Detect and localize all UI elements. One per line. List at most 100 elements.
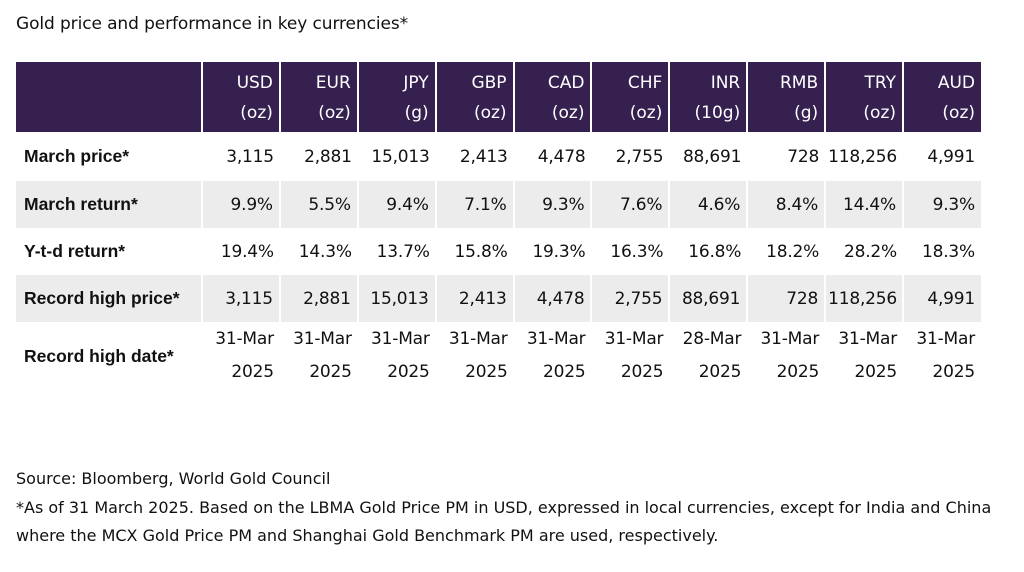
currency-unit: (oz) bbox=[318, 103, 351, 123]
currency-code: RMB bbox=[779, 73, 819, 93]
table-cell: 2,413 bbox=[435, 275, 515, 322]
table-cell: 14.4% bbox=[825, 181, 905, 228]
header-cell-aud: AUD (oz) bbox=[903, 62, 981, 132]
currency-code: JPY bbox=[403, 73, 429, 93]
table-cell: 15,013 bbox=[371, 146, 430, 167]
table-cell: 16.3% bbox=[610, 241, 664, 262]
table-row: Record high price* 3,115 2,881 15,013 2,413 4… bbox=[16, 275, 981, 322]
table-cell: 2,413 bbox=[459, 146, 508, 167]
table-cell: 9.9% bbox=[202, 181, 281, 228]
table-row: Record high date* 31-Mar 2025 31-Mar 2025 31-… bbox=[16, 322, 981, 390]
table-cell: 88,691 bbox=[669, 275, 749, 322]
table-cell: 118,256 bbox=[825, 275, 905, 322]
header-cell-chf: CHF (oz) bbox=[591, 62, 671, 132]
date-year: 2025 bbox=[620, 362, 664, 382]
table-cell: 2,881 bbox=[279, 275, 359, 322]
date-day-month: 31-Mar bbox=[448, 329, 508, 349]
date-day-month: 31-Mar bbox=[604, 329, 664, 349]
table-cell: 18.2% bbox=[766, 241, 820, 262]
currency-code: CAD bbox=[547, 73, 585, 93]
header-cell-eur: EUR (oz) bbox=[279, 62, 359, 132]
row-label: Record high price* bbox=[16, 275, 203, 322]
table-cell: 2,755 bbox=[591, 275, 671, 322]
date-day-month: 31-Mar bbox=[760, 329, 820, 349]
date-year: 2025 bbox=[387, 362, 430, 382]
table-row: Y-t-d return* 19.4% 14.3% 13.7% 15.8% 19.3% 16… bbox=[16, 228, 981, 275]
table-cell: 28.2% bbox=[844, 241, 898, 262]
date-year: 2025 bbox=[231, 362, 274, 382]
table-cell: 7.6% bbox=[591, 181, 671, 228]
currency-code: INR bbox=[710, 73, 741, 93]
table-cell: 13.7% bbox=[376, 241, 430, 262]
row-label: Record high date* bbox=[24, 345, 174, 366]
table-cell: 4,478 bbox=[537, 146, 586, 167]
currency-unit: (g) bbox=[404, 103, 429, 123]
header-cell-usd: USD (oz) bbox=[202, 62, 281, 132]
table-cell: 9.3% bbox=[903, 181, 981, 228]
currency-code: GBP bbox=[471, 73, 507, 93]
table-cell: 3,115 bbox=[202, 275, 281, 322]
currency-unit: (10g) bbox=[694, 103, 741, 123]
row-label: March price* bbox=[24, 146, 130, 166]
table-row: March return* 9.9% 5.5% 9.4% 7.1% 9.3% 7.6% 4.6… bbox=[16, 181, 981, 228]
table-cell: 31-Mar 2025 bbox=[825, 322, 903, 390]
gold-price-table: USD (oz) EUR (oz) JPY (g) GBP (oz) CAD (oz) CHF (oz… bbox=[16, 62, 981, 390]
table-cell: 16.8% bbox=[688, 241, 742, 262]
table-cell: 5.5% bbox=[279, 181, 359, 228]
currency-unit: (oz) bbox=[942, 103, 975, 123]
date-day-month: 31-Mar bbox=[916, 329, 975, 349]
table-cell: 31-Mar 2025 bbox=[591, 322, 669, 390]
table-cell: 31-Mar 2025 bbox=[514, 322, 592, 390]
date-year: 2025 bbox=[542, 362, 586, 382]
date-day-month: 31-Mar bbox=[293, 329, 352, 349]
table-cell: 8.4% bbox=[747, 181, 827, 228]
table-cell: 9.3% bbox=[513, 181, 593, 228]
date-day-month: 31-Mar bbox=[526, 329, 586, 349]
table-cell: 15.8% bbox=[454, 241, 508, 262]
date-year: 2025 bbox=[854, 362, 898, 382]
table-cell: 28-Mar 2025 bbox=[669, 322, 747, 390]
date-day-month: 31-Mar bbox=[371, 329, 430, 349]
date-year: 2025 bbox=[309, 362, 352, 382]
table-cell: 31-Mar 2025 bbox=[280, 322, 358, 390]
currency-code: AUD bbox=[937, 73, 975, 93]
currency-unit: (oz) bbox=[473, 103, 507, 123]
currency-unit: (oz) bbox=[240, 103, 273, 123]
row-label: March return* bbox=[16, 181, 203, 228]
currency-code: CHF bbox=[627, 73, 663, 93]
currency-unit: (oz) bbox=[863, 103, 897, 123]
source-note: Source: Bloomberg, World Gold Council bbox=[16, 469, 331, 488]
currency-unit: (g) bbox=[794, 103, 819, 123]
table-cell: 118,256 bbox=[828, 146, 898, 167]
table-cell: 4.6% bbox=[669, 181, 749, 228]
table-cell: 2,755 bbox=[615, 146, 664, 167]
date-year: 2025 bbox=[698, 362, 742, 382]
table-cell: 728 bbox=[787, 146, 820, 167]
header-cell-jpy: JPY (g) bbox=[357, 62, 437, 132]
table-cell: 19.3% bbox=[532, 241, 586, 262]
date-year: 2025 bbox=[465, 362, 508, 382]
table-cell: 4,478 bbox=[513, 275, 593, 322]
table-cell: 3,115 bbox=[226, 146, 274, 167]
currency-code: EUR bbox=[315, 73, 351, 93]
header-row: USD (oz) EUR (oz) JPY (g) GBP (oz) CAD (oz) CHF (oz… bbox=[16, 62, 981, 132]
header-cell-inr: INR (10g) bbox=[669, 62, 749, 132]
table-cell: 9.4% bbox=[357, 181, 437, 228]
table-cell: 31-Mar 2025 bbox=[747, 322, 825, 390]
table-cell: 31-Mar 2025 bbox=[202, 322, 280, 390]
header-cell-rmb: RMB (g) bbox=[747, 62, 827, 132]
header-cell-gbp: GBP (oz) bbox=[435, 62, 515, 132]
header-corner-cell bbox=[16, 62, 203, 132]
row-label: Y-t-d return* bbox=[24, 241, 126, 261]
table-cell: 4,991 bbox=[903, 275, 981, 322]
table-cell: 88,691 bbox=[682, 146, 742, 167]
currency-unit: (oz) bbox=[629, 103, 663, 123]
currency-unit: (oz) bbox=[551, 103, 585, 123]
footnote: *As of 31 March 2025. Based on the LBMA … bbox=[16, 498, 992, 545]
table-cell: 31-Mar 2025 bbox=[436, 322, 514, 390]
date-year: 2025 bbox=[776, 362, 820, 382]
currency-code: USD bbox=[236, 73, 273, 93]
header-cell-try: TRY (oz) bbox=[825, 62, 905, 132]
table-cell: 15,013 bbox=[357, 275, 437, 322]
table-cell: 4,991 bbox=[927, 146, 975, 167]
